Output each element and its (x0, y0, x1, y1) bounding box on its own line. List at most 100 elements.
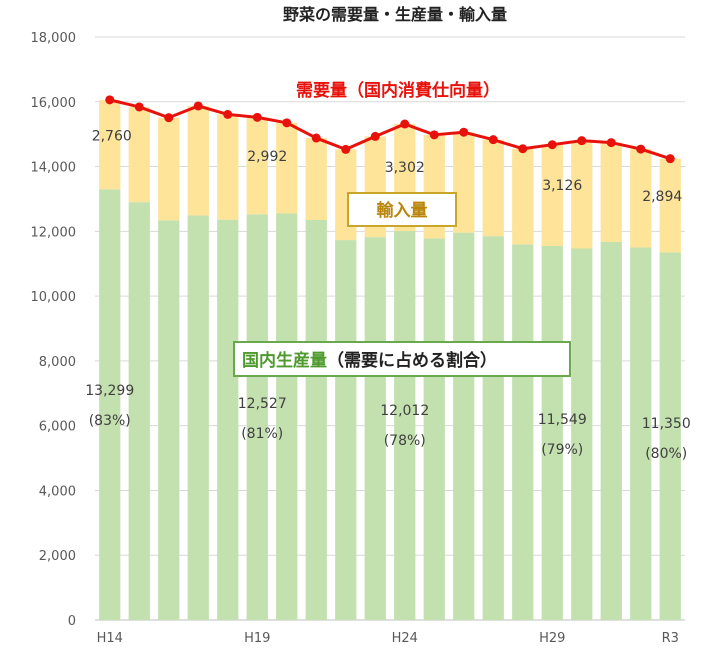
import-data-label: 2,760 (92, 129, 132, 145)
demand-point (105, 95, 115, 105)
import-data-label: 2,992 (247, 149, 287, 165)
demand-point (606, 138, 616, 148)
y-tick-label: 6,000 (39, 420, 76, 435)
import-bar (305, 138, 327, 220)
production-bar (394, 230, 416, 620)
bar-layer (99, 99, 681, 621)
y-tick-label: 4,000 (39, 484, 76, 499)
import-bar (659, 158, 681, 253)
production-bar (276, 213, 298, 620)
production-bar (158, 220, 180, 620)
annotation-layer: 2,760 2,992 3,302 3,126 2,894 13,299 (83%) 12,5… (85, 129, 691, 462)
import-legend-label: 輸入量 (377, 200, 428, 221)
import-bar (158, 117, 180, 221)
production-data-label: 11,549 (538, 412, 587, 428)
y-tick-label: 10,000 (31, 290, 77, 305)
demand-point (547, 140, 557, 150)
import-bar (512, 148, 534, 245)
production-data-label: 11,350 (642, 416, 691, 432)
import-legend-box (347, 192, 457, 227)
y-tick-label: 14,000 (31, 161, 77, 176)
demand-line-layer (105, 95, 675, 164)
demand-point (134, 102, 144, 112)
import-bar (246, 117, 268, 215)
production-bar (246, 214, 268, 620)
import-bar (453, 132, 475, 233)
production-bar (482, 236, 504, 621)
demand-point (252, 112, 262, 122)
demand-line (109, 98, 671, 161)
production-bar (217, 219, 239, 620)
import-bar (128, 106, 150, 203)
import-bar (187, 105, 209, 216)
production-share-label: (80%) (645, 446, 687, 462)
production-bar (600, 242, 622, 620)
production-bar (453, 232, 475, 620)
production-legend-box (233, 341, 571, 377)
demand-point (459, 127, 469, 137)
demand-point (311, 133, 321, 143)
x-tick-label: H29 (539, 631, 565, 646)
chart-title: 野菜の需要量・生産量・輸入量 (283, 5, 507, 24)
import-bar (276, 122, 298, 214)
production-legend-text: 国内生産量（需要に占める割合） (242, 350, 497, 371)
demand-point (341, 144, 351, 154)
x-tick-label: R3 (662, 631, 679, 646)
demand-legend-label: 需要量（国内消費仕向量） (296, 80, 500, 101)
demand-point (577, 136, 587, 146)
production-share-label: (83%) (89, 413, 131, 429)
axis-layer: 0 2,000 4,000 6,000 8,000 10,000 12,000 14,000 1… (31, 31, 679, 646)
import-bar (600, 142, 622, 243)
production-share-label: (79%) (541, 442, 583, 458)
y-tick-label: 8,000 (39, 355, 76, 370)
import-bar (630, 149, 652, 248)
import-bar (99, 99, 121, 190)
import-data-label: 2,894 (642, 189, 682, 205)
y-tick-label: 2,000 (39, 549, 76, 564)
y-tick-label: 12,000 (31, 225, 77, 240)
production-bar (423, 238, 445, 620)
production-bar (335, 240, 357, 620)
demand-point (400, 119, 410, 129)
production-bar (512, 244, 534, 621)
grid-layer (95, 36, 685, 621)
import-bar (571, 140, 593, 249)
production-data-label: 12,527 (238, 396, 287, 412)
import-data-label: 3,302 (385, 160, 425, 176)
production-bar (364, 237, 386, 620)
x-tick-label: H14 (97, 631, 123, 646)
demand-point (282, 118, 292, 128)
production-data-label: 13,299 (85, 383, 134, 399)
import-data-label: 3,126 (542, 178, 582, 194)
production-legend-suffix: （需要に占める割合） (327, 350, 497, 371)
demand-point (518, 144, 528, 154)
y-tick-label: 0 (68, 614, 76, 629)
production-legend-label: 国内生産量 (242, 350, 327, 371)
production-bar (571, 248, 593, 620)
import-bar (217, 114, 239, 220)
demand-point (164, 113, 174, 123)
production-share-label: (78%) (384, 433, 426, 449)
import-bar (482, 139, 504, 237)
y-tick-label: 18,000 (31, 31, 77, 46)
production-share-label: (81%) (241, 426, 283, 442)
demand-point (370, 131, 380, 141)
production-bar (187, 215, 209, 621)
demand-point (429, 130, 439, 140)
demand-point (223, 109, 233, 119)
production-bar (128, 202, 150, 620)
production-bar (541, 245, 563, 620)
demand-point (636, 144, 646, 154)
production-bar (630, 247, 652, 620)
production-bar (99, 189, 121, 620)
x-tick-label: H19 (244, 631, 270, 646)
production-bar (305, 219, 327, 620)
import-bar (541, 144, 563, 246)
x-tick-label: H24 (392, 631, 418, 646)
y-tick-label: 16,000 (31, 96, 77, 111)
production-data-label: 12,012 (380, 403, 429, 419)
production-bar (659, 252, 681, 620)
demand-point (488, 135, 498, 145)
